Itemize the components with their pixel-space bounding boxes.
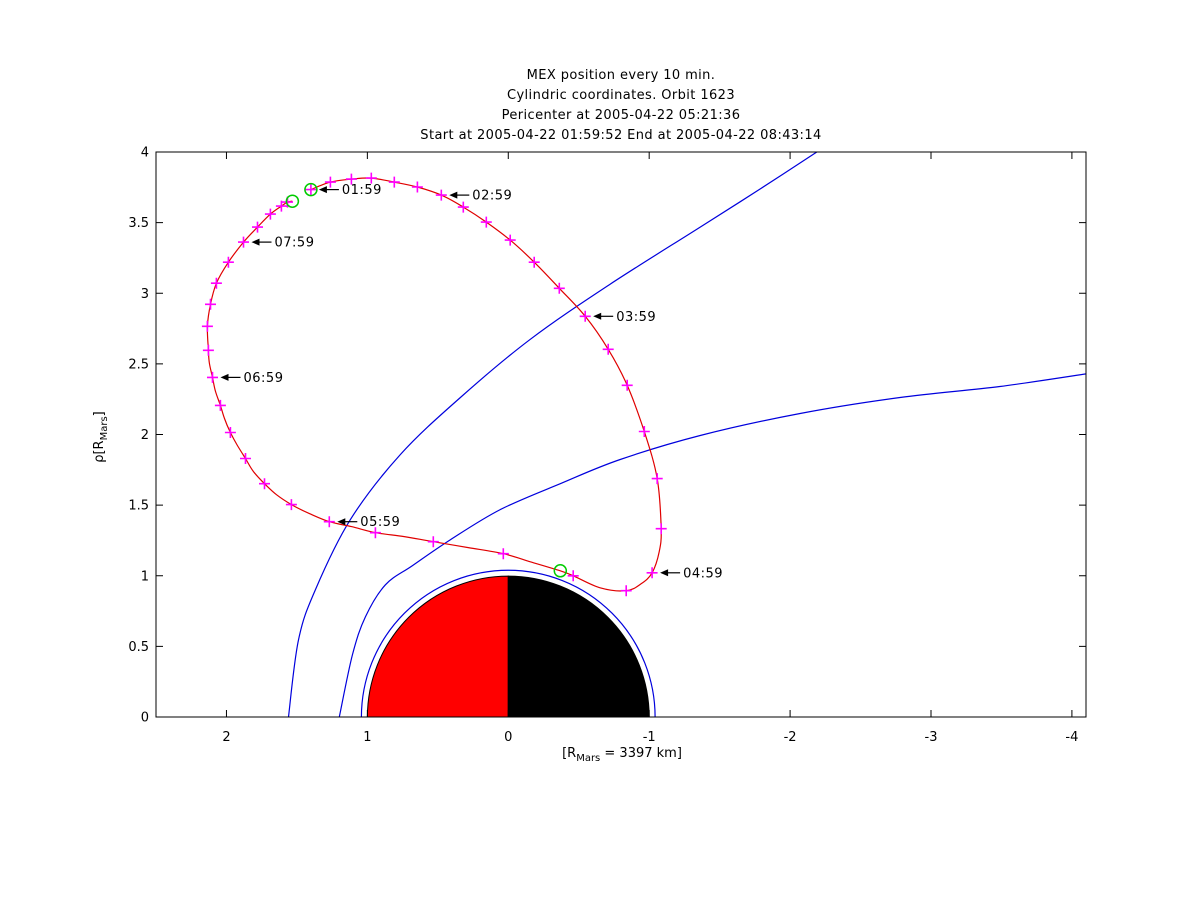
x-tick-label: 1 xyxy=(363,730,371,745)
x-tick-label: 0 xyxy=(504,730,512,745)
x-tick-label: -3 xyxy=(925,730,938,745)
axis-ticks xyxy=(156,151,1086,718)
annotation-arrowhead-icon xyxy=(337,518,346,526)
annotation-time-label: 07:59 xyxy=(275,236,315,251)
annotation-time-label: 04:59 xyxy=(683,566,723,581)
y-tick-label: 0.5 xyxy=(128,640,149,655)
orbit-endpoint-markers xyxy=(285,182,568,578)
annotation-time-label: 01:59 xyxy=(342,183,382,198)
plot-box-border xyxy=(155,151,1087,718)
y-tick-label: 0 xyxy=(141,711,149,726)
y-tick-label: 1 xyxy=(141,569,149,584)
inner-boundary-curve xyxy=(360,569,656,717)
x-axis-label: [RMars = 3397 km] xyxy=(562,746,682,764)
y-tick-label: 1.5 xyxy=(128,499,149,514)
orbit-markers-10min xyxy=(201,172,667,597)
annotation-arrowhead-icon xyxy=(593,312,602,320)
time-annotation-0559: 05:59 xyxy=(337,515,400,530)
y-tick-label: 3.5 xyxy=(128,216,149,231)
time-annotation-0759: 07:59 xyxy=(251,236,315,251)
title-block: MEX position every 10 min. Cylindric coo… xyxy=(420,68,821,143)
x-tick-label: -1 xyxy=(643,730,656,745)
title-line-1: MEX position every 10 min. xyxy=(527,68,716,83)
annotation-time-label: 02:59 xyxy=(472,189,512,204)
planet-dayside xyxy=(366,575,509,717)
annotation-time-label: 06:59 xyxy=(244,371,284,386)
time-annotation-0459: 04:59 xyxy=(660,566,723,581)
annotation-arrowhead-icon xyxy=(251,238,260,246)
y-axis-label: ρ[RMars] xyxy=(92,411,110,463)
annotation-arrowhead-icon xyxy=(318,186,327,194)
pericenter-marker xyxy=(553,564,568,578)
planet-nightside xyxy=(507,575,650,717)
y-tick-label: 4 xyxy=(141,146,149,161)
title-line-2: Cylindric coordinates. Orbit 1623 xyxy=(507,88,735,103)
annotation-arrowhead-icon xyxy=(220,373,229,381)
annotation-time-label: 05:59 xyxy=(360,515,400,530)
x-tick-label: -2 xyxy=(784,730,797,745)
time-annotations: 01:59 02:59 03:59 04:59 05:59 06:59 07:59 xyxy=(220,183,723,581)
x-tick-label: 2 xyxy=(222,730,230,745)
axis-tick-labels: 2 1 0 -1 -2 -3 -4 0 0.5 1 1.5 2 2.5 3 3.5 4 xyxy=(128,146,1078,746)
x-tick-label: -4 xyxy=(1065,730,1078,745)
mpb-curve xyxy=(338,373,1086,717)
annotation-time-label: 03:59 xyxy=(616,310,656,325)
end-marker xyxy=(285,194,300,208)
annotation-arrowhead-icon xyxy=(660,569,669,577)
y-tick-label: 2.5 xyxy=(128,357,149,372)
planet-mars xyxy=(366,575,650,717)
title-line-3: Pericenter at 2005-04-22 05:21:36 xyxy=(502,108,741,123)
plasma-boundary-curves xyxy=(287,152,1086,717)
time-annotation-0359: 03:59 xyxy=(593,310,656,325)
time-annotation-0159: 01:59 xyxy=(318,183,382,198)
title-line-4: Start at 2005-04-22 01:59:52 End at 2005… xyxy=(420,128,821,143)
time-annotation-0259: 02:59 xyxy=(449,189,512,204)
time-annotation-0659: 06:59 xyxy=(220,371,284,386)
y-tick-label: 3 xyxy=(141,287,149,302)
start-marker xyxy=(304,182,318,197)
bow-shock-curve xyxy=(287,152,818,717)
y-tick-label: 2 xyxy=(141,428,149,443)
annotation-arrowhead-icon xyxy=(449,191,458,199)
